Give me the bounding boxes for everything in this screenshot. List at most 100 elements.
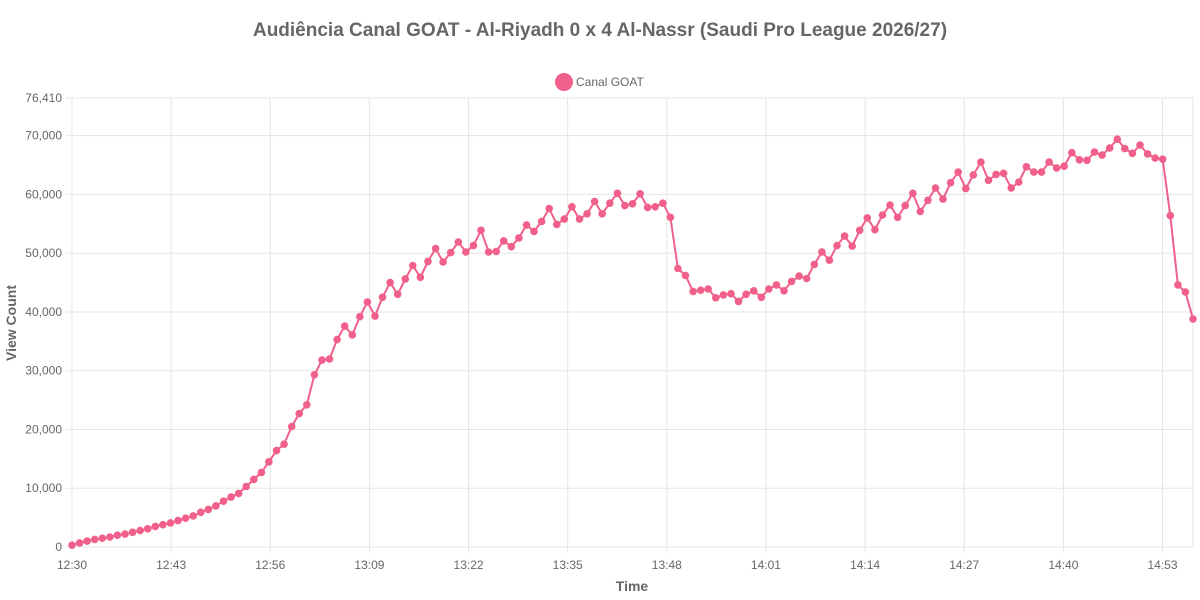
x-tick-label: 13:22 — [454, 558, 484, 572]
data-point — [287, 422, 296, 431]
x-tick-label: 12:56 — [255, 558, 285, 572]
data-point — [1037, 168, 1046, 176]
data-point — [696, 286, 705, 295]
data-point — [1083, 156, 1091, 165]
data-point — [651, 203, 659, 211]
data-point — [431, 244, 440, 253]
data-point — [386, 278, 394, 287]
y-tick-label: 40,000 — [25, 305, 62, 319]
data-point — [1151, 154, 1159, 162]
data-point — [553, 220, 561, 229]
data-point — [106, 533, 114, 541]
data-point — [128, 528, 137, 537]
data-point — [765, 285, 773, 293]
data-point — [1045, 158, 1053, 166]
data-point — [734, 297, 743, 306]
data-point — [810, 260, 819, 269]
data-point — [1098, 151, 1106, 159]
y-tick-label: 70,000 — [25, 129, 62, 143]
y-tick-label: 76,410 — [25, 91, 62, 105]
data-points — [68, 135, 1197, 549]
data-point — [802, 274, 811, 283]
data-point — [68, 541, 76, 549]
data-point — [416, 273, 425, 282]
data-point — [643, 203, 652, 212]
data-point — [363, 298, 372, 306]
data-point — [1007, 184, 1015, 192]
grid-lines — [66, 97, 1194, 553]
data-point — [886, 201, 894, 209]
data-point — [984, 176, 993, 185]
y-tick-label: 30,000 — [25, 364, 62, 378]
data-point — [507, 242, 516, 251]
data-point — [712, 294, 720, 302]
data-point — [318, 356, 326, 364]
data-point — [795, 272, 803, 280]
data-point — [1128, 149, 1137, 158]
data-point — [999, 169, 1008, 178]
y-tick-label: 10,000 — [25, 481, 62, 495]
data-point — [583, 210, 591, 218]
y-tick-label: 20,000 — [25, 422, 62, 436]
data-point — [840, 232, 849, 240]
data-point — [174, 516, 182, 525]
data-point — [666, 213, 675, 222]
data-point — [727, 289, 735, 298]
data-point — [977, 158, 985, 166]
data-point — [522, 221, 531, 229]
data-point — [75, 539, 84, 547]
data-point — [356, 312, 364, 321]
data-point — [530, 227, 538, 236]
data-point — [636, 190, 644, 198]
x-tick-label: 13:35 — [553, 558, 583, 572]
x-axis-ticks: 12:30 12:43 12:56 13:09 13:22 13:35 13:48 14:01… — [57, 558, 1178, 572]
x-tick-label: 14:14 — [850, 558, 880, 572]
x-tick-label: 14:40 — [1048, 558, 1078, 572]
data-point — [598, 210, 606, 218]
data-point — [189, 512, 197, 520]
data-point — [469, 241, 478, 250]
data-point — [234, 489, 243, 498]
data-point — [590, 197, 599, 206]
data-point — [537, 217, 546, 226]
data-point — [325, 355, 334, 363]
data-point — [962, 184, 970, 193]
data-point — [1030, 168, 1038, 176]
x-tick-label: 12:30 — [57, 558, 87, 572]
data-point — [280, 440, 288, 449]
data-point — [90, 535, 99, 544]
data-point — [969, 171, 978, 179]
data-point — [98, 534, 107, 542]
data-point — [719, 291, 728, 299]
data-point — [515, 234, 523, 242]
data-point — [704, 285, 712, 293]
data-point — [545, 204, 553, 213]
legend[interactable]: Canal GOAT — [555, 73, 644, 91]
data-point — [863, 214, 872, 222]
data-point — [439, 258, 447, 266]
data-point — [462, 248, 470, 256]
x-tick-label: 14:53 — [1147, 558, 1177, 572]
data-point — [1105, 144, 1114, 152]
data-point — [954, 168, 962, 176]
data-point — [674, 264, 682, 273]
data-point — [272, 446, 281, 455]
data-point — [848, 242, 856, 250]
data-point — [219, 497, 228, 506]
data-point — [113, 531, 122, 539]
data-point — [371, 312, 379, 320]
data-point — [454, 238, 463, 246]
data-point — [136, 526, 144, 535]
chart-title: Audiência Canal GOAT - Al-Riyadh 0 x 4 A… — [253, 20, 947, 41]
data-point — [197, 508, 205, 517]
data-point — [250, 475, 258, 484]
legend-label: Canal GOAT — [576, 75, 644, 89]
legend-marker — [555, 73, 573, 91]
data-point — [742, 290, 750, 299]
data-point — [446, 248, 455, 257]
data-point — [1060, 162, 1068, 170]
data-point — [257, 468, 266, 477]
data-point — [143, 525, 152, 533]
data-point — [992, 170, 1000, 179]
